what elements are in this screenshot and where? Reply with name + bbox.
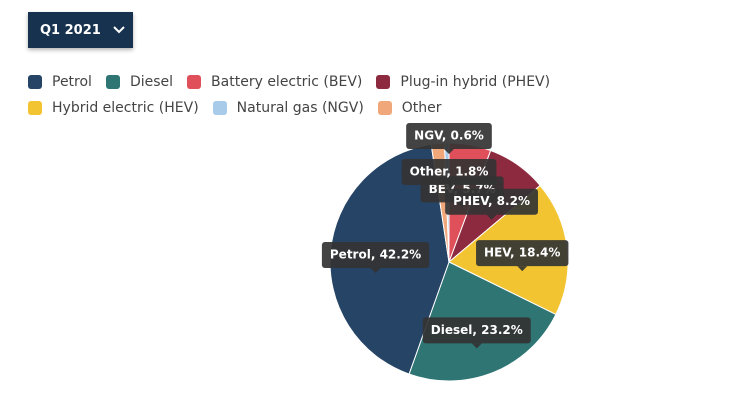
label-box: [406, 123, 492, 149]
data-label: Diesel, 23.2%: [422, 317, 531, 349]
legend-label: Battery electric (BEV): [211, 74, 363, 90]
data-label: PHEV, 8.2%: [445, 188, 538, 220]
label-text: PHEV, 8.2%: [453, 194, 530, 208]
data-label: NGV, 0.6%: [406, 123, 492, 154]
legend-item[interactable]: Petrol: [28, 72, 92, 92]
label-pointer: [370, 267, 381, 273]
data-label: Other, 1.8%: [401, 159, 497, 190]
label-text: Diesel, 23.2%: [431, 323, 523, 337]
label-box: [476, 240, 569, 267]
legend-swatch: [376, 75, 391, 89]
label-pointer: [486, 214, 497, 220]
legend-swatch: [105, 75, 120, 89]
label-text: Other, 1.8%: [410, 165, 489, 179]
label-box: [422, 317, 531, 344]
legend-item[interactable]: Battery electric (BEV): [187, 72, 362, 92]
label-box: [401, 159, 497, 185]
legend-swatch: [212, 101, 227, 115]
legend-item[interactable]: Hybrid electric (HEV): [28, 98, 199, 118]
legend: Petrol Diesel Battery electric (BEV) Plug-i…: [28, 72, 733, 118]
label-pointer: [444, 149, 454, 154]
label-pointer: [517, 266, 528, 272]
data-label: Petrol, 42.2%: [321, 241, 430, 273]
label-pointer: [444, 185, 454, 190]
legend-label: Hybrid electric (HEV): [52, 100, 199, 116]
legend-item[interactable]: Natural gas (NGV): [212, 98, 364, 118]
legend-swatch: [28, 101, 42, 115]
legend-label: Diesel: [129, 74, 174, 90]
period-label: Q1 2021: [40, 22, 101, 38]
legend-label: Plug-in hybrid (PHEV): [400, 74, 551, 90]
label-text: HEV, 18.4%: [484, 246, 560, 260]
period-dropdown[interactable]: Q1 2021: [28, 12, 133, 48]
legend-swatch: [377, 101, 392, 115]
label-box: [321, 241, 430, 268]
legend-label: Natural gas (NGV): [236, 100, 364, 116]
legend-swatch: [187, 75, 202, 89]
legend-label: Petrol: [52, 74, 92, 90]
chevron: [113, 26, 125, 34]
label-box: [445, 188, 538, 215]
legend-item[interactable]: Diesel: [105, 72, 174, 92]
legend-label: Other: [401, 100, 442, 116]
legend-item[interactable]: Plug-in hybrid (PHEV): [376, 72, 550, 92]
label-text: Petrol, 42.2%: [330, 247, 421, 261]
legend-swatch: [28, 75, 42, 89]
label-pointer: [471, 343, 482, 349]
legend-item[interactable]: Other: [377, 98, 442, 118]
data-label: HEV, 18.4%: [476, 240, 569, 272]
label-text: NGV, 0.6%: [414, 129, 484, 143]
